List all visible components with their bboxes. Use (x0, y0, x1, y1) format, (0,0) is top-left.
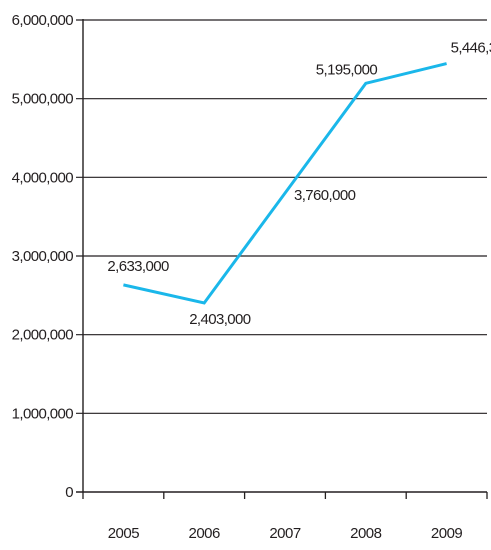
axes: 0 1,000,000 2,000,000 3,000,000 4,000,000 5,0… (12, 12, 487, 542)
y-tick-label: 0 (65, 484, 73, 501)
x-tick-label: 2008 (350, 525, 382, 542)
x-tick-label: 2005 (108, 525, 140, 542)
x-tick-label: 2009 (431, 525, 463, 542)
y-tick-label: 5,000,000 (12, 91, 74, 108)
y-tick-label: 1,000,000 (12, 405, 74, 422)
data-label: 5,446,300 (451, 40, 491, 57)
x-tick-label: 2006 (189, 525, 221, 542)
y-tick-label: 3,000,000 (12, 248, 74, 265)
gridlines (76, 20, 487, 492)
data-label: 3,760,000 (294, 187, 356, 204)
y-tick-label: 2,000,000 (12, 327, 74, 344)
x-tick-label: 2007 (269, 525, 301, 542)
data-label: 2,403,000 (189, 311, 251, 328)
y-tick-label: 4,000,000 (12, 169, 74, 186)
y-tick-label: 6,000,000 (12, 12, 74, 29)
series-layer (123, 64, 446, 303)
data-label: 2,633,000 (107, 258, 169, 275)
data-label: 5,195,000 (316, 61, 378, 78)
series-line (123, 64, 446, 303)
data-labels: 2,633,000 2,403,000 3,760,000 5,195,000 5,44… (107, 40, 491, 328)
